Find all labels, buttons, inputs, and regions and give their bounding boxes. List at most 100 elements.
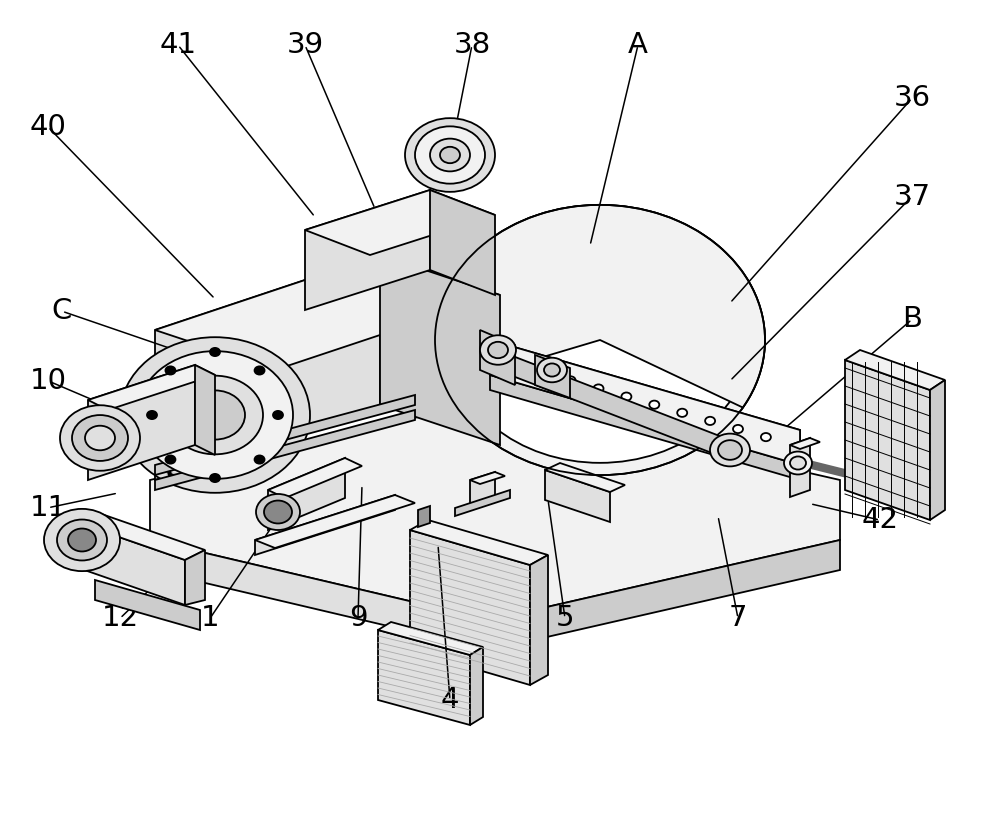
Circle shape <box>68 528 96 551</box>
Circle shape <box>255 366 265 374</box>
Circle shape <box>790 456 806 469</box>
Circle shape <box>167 376 263 455</box>
Polygon shape <box>155 410 415 490</box>
Circle shape <box>718 440 742 459</box>
Circle shape <box>649 400 659 409</box>
Circle shape <box>60 405 140 471</box>
Circle shape <box>450 217 750 463</box>
Polygon shape <box>410 520 548 565</box>
Polygon shape <box>430 190 495 295</box>
Circle shape <box>44 509 120 571</box>
Polygon shape <box>790 438 820 449</box>
Text: 38: 38 <box>453 31 491 59</box>
Text: 7: 7 <box>729 604 747 632</box>
Polygon shape <box>70 520 185 605</box>
Circle shape <box>210 474 220 482</box>
Polygon shape <box>410 530 530 685</box>
Text: 39: 39 <box>286 31 324 59</box>
Polygon shape <box>70 510 205 560</box>
Circle shape <box>440 147 460 163</box>
Text: 37: 37 <box>893 183 931 210</box>
Text: 5: 5 <box>556 604 574 632</box>
Circle shape <box>544 364 560 377</box>
Circle shape <box>537 358 567 382</box>
Circle shape <box>480 335 516 364</box>
Circle shape <box>566 376 576 384</box>
Text: 41: 41 <box>159 31 197 59</box>
Circle shape <box>710 433 750 466</box>
Polygon shape <box>268 458 345 530</box>
Circle shape <box>72 415 128 461</box>
Polygon shape <box>510 355 730 460</box>
Polygon shape <box>185 550 205 605</box>
Polygon shape <box>545 470 610 522</box>
Polygon shape <box>195 365 215 455</box>
Circle shape <box>255 455 265 464</box>
Circle shape <box>705 417 715 425</box>
Circle shape <box>733 425 743 433</box>
Circle shape <box>538 369 548 377</box>
Wedge shape <box>435 205 765 408</box>
Circle shape <box>147 411 157 419</box>
Polygon shape <box>490 340 800 465</box>
Polygon shape <box>380 255 500 445</box>
Polygon shape <box>88 365 195 480</box>
Polygon shape <box>530 555 548 685</box>
Polygon shape <box>378 630 470 725</box>
Circle shape <box>594 384 604 392</box>
Circle shape <box>405 118 495 192</box>
Polygon shape <box>845 350 945 390</box>
Circle shape <box>510 360 520 369</box>
Circle shape <box>85 426 115 450</box>
Polygon shape <box>545 463 625 492</box>
Polygon shape <box>305 190 495 255</box>
Polygon shape <box>150 400 840 620</box>
Text: 11: 11 <box>29 494 67 522</box>
Polygon shape <box>535 355 570 398</box>
Polygon shape <box>155 395 415 475</box>
Polygon shape <box>418 506 430 527</box>
Polygon shape <box>95 580 200 630</box>
Text: 1: 1 <box>201 604 219 632</box>
Circle shape <box>784 451 812 474</box>
Polygon shape <box>155 255 500 370</box>
Polygon shape <box>470 472 505 484</box>
Polygon shape <box>305 190 430 310</box>
Polygon shape <box>378 622 483 655</box>
Circle shape <box>137 351 293 479</box>
Polygon shape <box>470 472 495 510</box>
Polygon shape <box>490 340 800 450</box>
Circle shape <box>264 500 292 523</box>
Text: C: C <box>52 297 72 325</box>
Circle shape <box>677 409 687 417</box>
Text: 4: 4 <box>441 686 459 714</box>
Circle shape <box>165 366 175 374</box>
Circle shape <box>430 138 470 171</box>
Text: A: A <box>628 31 648 59</box>
Circle shape <box>185 391 245 440</box>
Polygon shape <box>255 495 415 548</box>
Polygon shape <box>455 490 510 516</box>
Circle shape <box>57 519 107 560</box>
Circle shape <box>761 433 771 441</box>
Polygon shape <box>470 647 483 725</box>
Text: 12: 12 <box>101 604 139 632</box>
Circle shape <box>210 348 220 356</box>
Circle shape <box>273 411 283 419</box>
Polygon shape <box>268 458 362 498</box>
Polygon shape <box>88 365 215 410</box>
Text: B: B <box>902 305 922 333</box>
Circle shape <box>256 494 300 530</box>
Polygon shape <box>790 438 810 497</box>
Circle shape <box>120 337 310 493</box>
Circle shape <box>488 342 508 358</box>
Text: 9: 9 <box>349 604 367 632</box>
Polygon shape <box>490 540 840 650</box>
Circle shape <box>165 455 175 464</box>
Circle shape <box>435 205 765 475</box>
Polygon shape <box>930 380 945 520</box>
Text: 10: 10 <box>30 367 66 395</box>
Text: 42: 42 <box>862 506 898 534</box>
Circle shape <box>621 392 631 400</box>
Polygon shape <box>490 375 800 480</box>
